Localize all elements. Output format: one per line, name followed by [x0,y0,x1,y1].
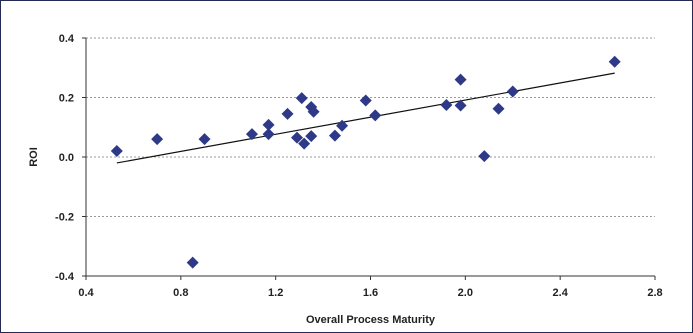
data-point-21 [478,150,491,163]
data-point-23 [506,85,519,98]
y-axis-label: ROI [28,147,40,167]
data-point-24 [608,55,621,68]
data-point-10 [298,137,311,150]
x-tick-label: 1.6 [363,287,378,299]
y-tick-label: 0.4 [59,33,75,45]
data-points [110,55,621,269]
data-point-9 [295,92,308,105]
data-point-5 [262,128,275,141]
data-point-4 [245,128,258,141]
data-point-2 [186,256,199,269]
x-axis-label: Overall Process Maturity [306,314,436,326]
data-point-1 [151,133,164,146]
x-tick-label: 0.8 [173,287,188,299]
data-point-20 [454,99,467,112]
data-point-11 [305,130,318,143]
data-point-22 [492,102,505,115]
data-point-17 [369,109,382,122]
data-point-7 [281,107,294,120]
y-tick-label: 0.2 [59,93,74,105]
data-point-15 [336,119,349,132]
data-point-18 [440,98,453,111]
data-point-13 [307,105,320,118]
x-tick-label: 1.2 [268,287,283,299]
x-tick-label: 2.8 [647,287,662,299]
data-point-14 [328,129,341,142]
trend-line [116,72,615,164]
data-point-6 [262,118,275,131]
data-point-19 [454,73,467,86]
trend-line-group [116,72,615,164]
grid-lines [86,37,655,277]
data-point-0 [110,145,123,158]
x-tick-label: 2.4 [553,287,569,299]
x-tick-label: 0.4 [78,287,94,299]
data-point-8 [291,131,304,144]
data-point-3 [198,133,211,146]
y-tick-label: 0.0 [59,152,74,164]
data-point-16 [359,94,372,107]
x-axis-ticks: 0.4 0.8 1.2 1.6 2.0 2.4 2.8 [78,276,663,299]
x-tick-label: 2.0 [458,287,473,299]
y-tick-label: -0.2 [55,212,74,224]
y-tick-label: -0.4 [55,271,75,283]
y-axis-ticks: 0.4 0.2 0.0 -0.2 -0.4 [55,33,86,283]
